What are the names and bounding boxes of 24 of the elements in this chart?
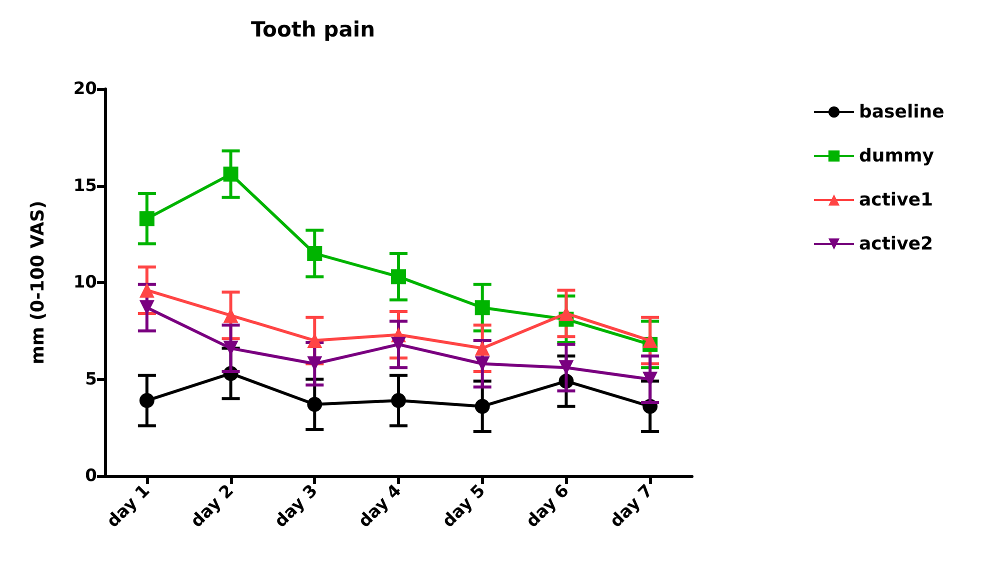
legend-label: baseline xyxy=(859,102,944,122)
point xyxy=(307,396,322,412)
legend-label: dummy xyxy=(859,146,934,166)
point xyxy=(139,393,154,408)
point xyxy=(139,282,154,298)
point xyxy=(391,269,406,284)
y-axis-title: mm (0-100 VAS) xyxy=(28,200,48,364)
point xyxy=(474,398,490,414)
point xyxy=(307,246,322,261)
y-tick-label: 5 xyxy=(85,369,97,390)
point xyxy=(474,340,490,356)
chart-title: Tooth pain xyxy=(250,18,376,42)
point xyxy=(474,300,490,316)
x-tick-label: day 2 xyxy=(187,480,238,532)
y-tick-label: 0 xyxy=(85,466,98,486)
y-tick-label: 10 xyxy=(73,272,98,292)
x-tick-label: day 5 xyxy=(438,480,490,532)
y-tick-label: 20 xyxy=(73,79,98,99)
legend-label: active2 xyxy=(859,234,934,254)
point xyxy=(223,166,238,182)
y-tick-label: 15 xyxy=(73,176,97,196)
point xyxy=(391,393,406,408)
point xyxy=(139,211,154,226)
legend-label: active1 xyxy=(859,190,934,210)
